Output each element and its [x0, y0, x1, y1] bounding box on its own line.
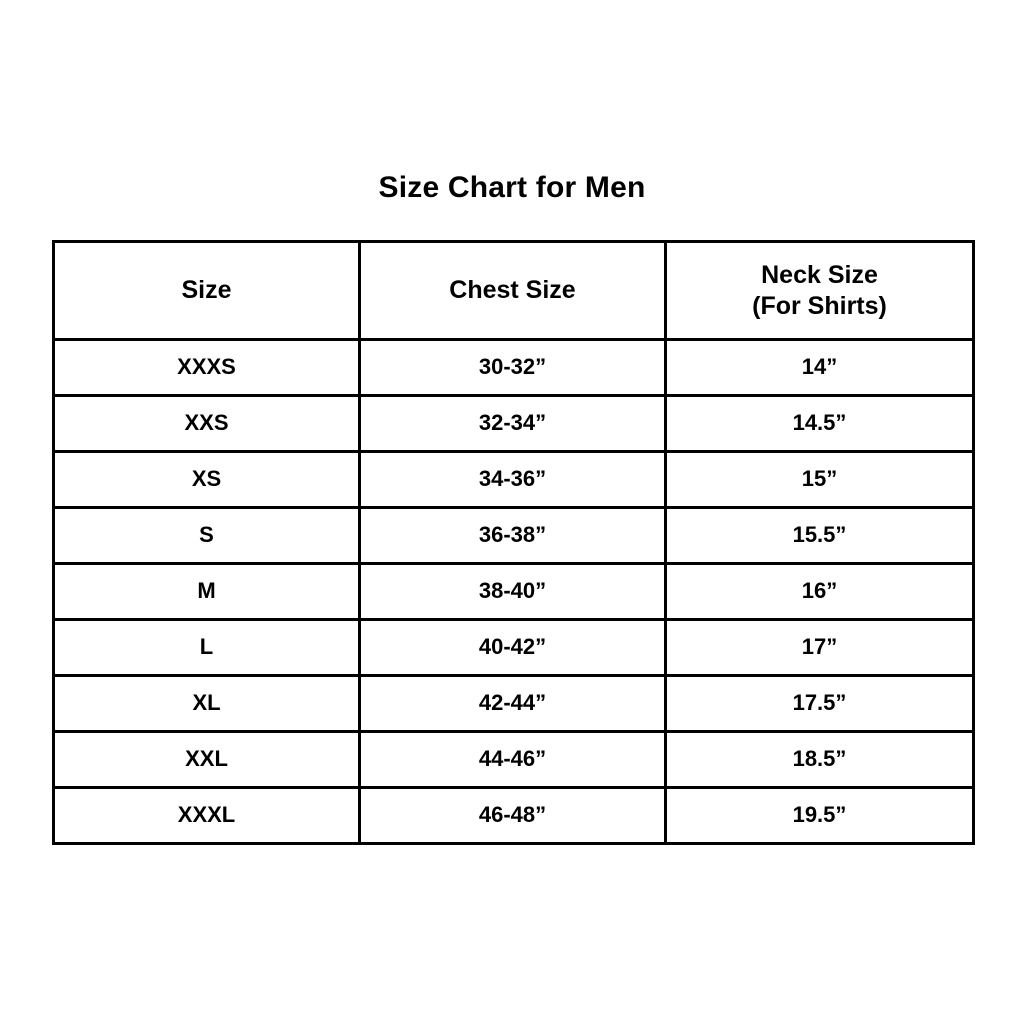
cell-chest-size: 36-38”	[358, 506, 667, 565]
cell-size: XL	[52, 674, 361, 733]
column-header-chest-size: Chest Size	[358, 240, 667, 341]
table-row: M 38-40” 16”	[52, 562, 975, 621]
cell-size: XXL	[52, 730, 361, 789]
column-header-neck-size: Neck Size (For Shirts)	[664, 240, 975, 341]
table-row: XXS 32-34” 14.5”	[52, 394, 975, 453]
table-row: XXXS 30-32” 14”	[52, 338, 975, 397]
cell-size: S	[52, 506, 361, 565]
cell-size: XS	[52, 450, 361, 509]
cell-neck-size: 15”	[664, 450, 975, 509]
cell-neck-size: 14.5”	[664, 394, 975, 453]
table-row: XXXL 46-48” 19.5”	[52, 786, 975, 845]
column-header-neck-size-label: Neck Size	[761, 261, 878, 289]
table-row: XXL 44-46” 18.5”	[52, 730, 975, 789]
cell-neck-size: 19.5”	[664, 786, 975, 845]
table-row: XL 42-44” 17.5”	[52, 674, 975, 733]
table-header: Size Chest Size Neck Size (For Shirts)	[52, 240, 975, 341]
size-chart-table: Size Chest Size Neck Size (For Shirts) X…	[52, 240, 975, 845]
cell-size: L	[52, 618, 361, 677]
cell-chest-size: 30-32”	[358, 338, 667, 397]
table-row: S 36-38” 15.5”	[52, 506, 975, 565]
cell-neck-size: 16”	[664, 562, 975, 621]
page-title: Size Chart for Men	[378, 171, 646, 204]
size-chart-table-container: Size Chest Size Neck Size (For Shirts) X…	[52, 240, 975, 845]
cell-size: XXS	[52, 394, 361, 453]
table-row: L 40-42” 17”	[52, 618, 975, 677]
column-header-size-label: Size	[181, 276, 232, 305]
cell-size: M	[52, 562, 361, 621]
cell-neck-size: 15.5”	[664, 506, 975, 565]
table-body: XXXS 30-32” 14” XXS 32-34” 14.5” XS 34-3…	[52, 338, 975, 845]
cell-chest-size: 34-36”	[358, 450, 667, 509]
column-header-chest-size-label: Chest Size	[449, 276, 576, 305]
cell-chest-size: 44-46”	[358, 730, 667, 789]
cell-neck-size: 14”	[664, 338, 975, 397]
table-row: XS 34-36” 15”	[52, 450, 975, 509]
cell-chest-size: 32-34”	[358, 394, 667, 453]
cell-size: XXXL	[52, 786, 361, 845]
cell-chest-size: 40-42”	[358, 618, 667, 677]
cell-chest-size: 46-48”	[358, 786, 667, 845]
cell-size: XXXS	[52, 338, 361, 397]
column-header-neck-size-sublabel: (For Shirts)	[752, 291, 887, 320]
table-header-row: Size Chest Size Neck Size (For Shirts)	[52, 240, 975, 341]
cell-neck-size: 18.5”	[664, 730, 975, 789]
column-header-size: Size	[52, 240, 361, 341]
cell-neck-size: 17”	[664, 618, 975, 677]
cell-neck-size: 17.5”	[664, 674, 975, 733]
cell-chest-size: 42-44”	[358, 674, 667, 733]
cell-chest-size: 38-40”	[358, 562, 667, 621]
